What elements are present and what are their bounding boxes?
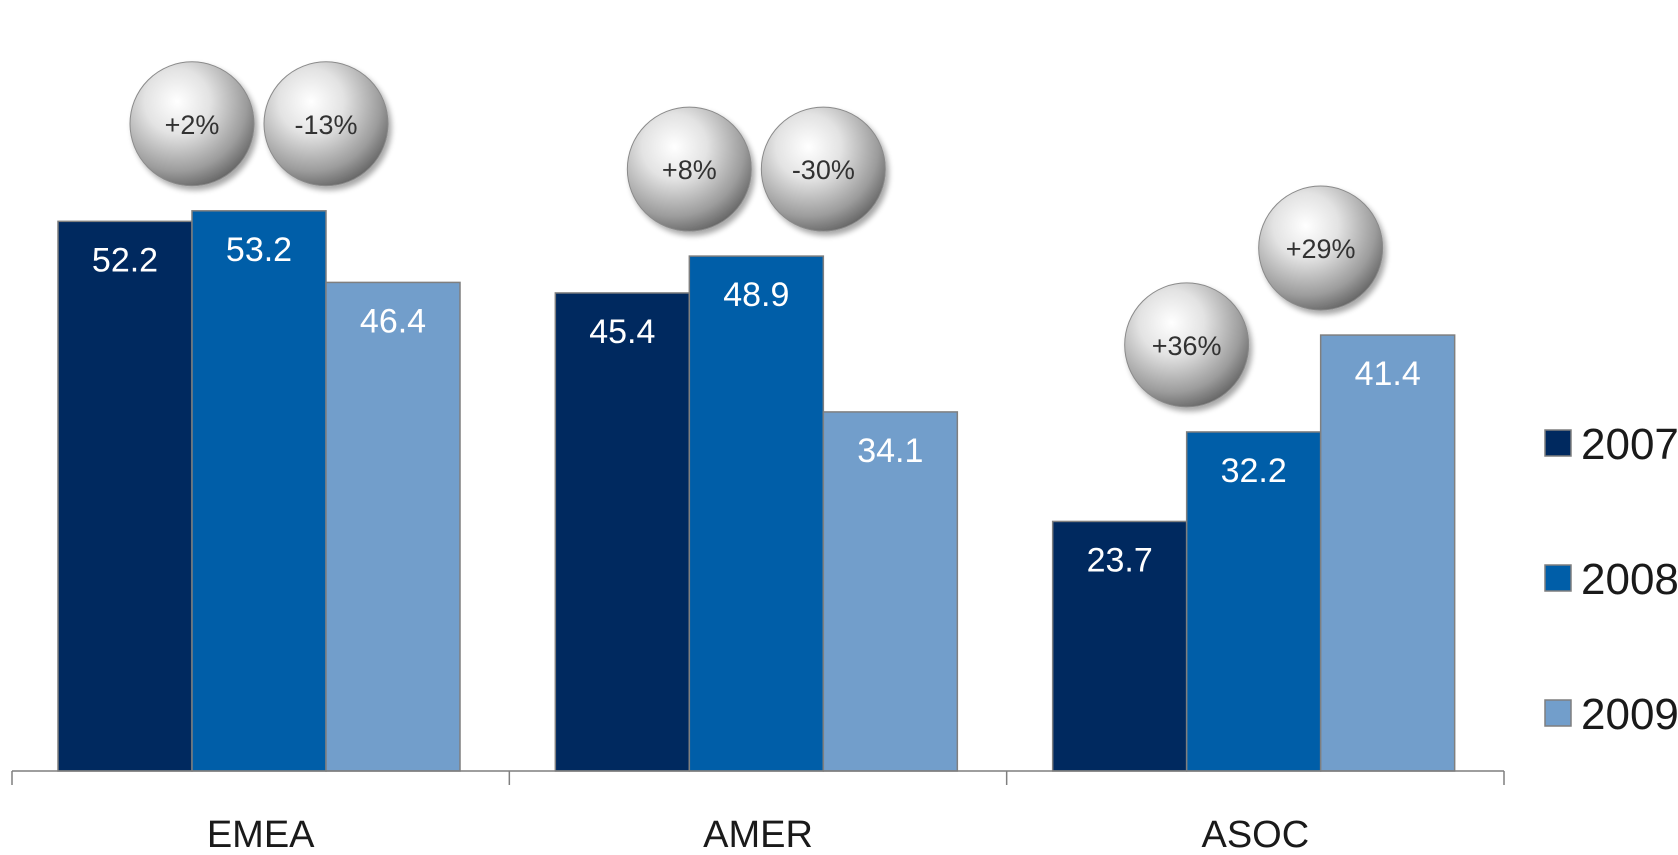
change-bubble-label: -13% [294, 110, 357, 140]
bar-asoc-2008 [1185, 431, 1322, 772]
bar-amer-2007 [554, 292, 691, 772]
change-bubble-circle [1258, 185, 1384, 311]
category-label-emea: EMEA [207, 814, 315, 855]
bar-amer-2009 [822, 411, 959, 772]
category-label-asoc: ASOC [1201, 814, 1309, 855]
legend-swatch-2007 [1544, 429, 1572, 457]
change-bubble-asoc-2007-2008: +36% [1124, 282, 1250, 408]
change-bubble-emea-2007-2008: +2% [129, 61, 255, 187]
change-bubble-circle [626, 106, 752, 232]
change-bubble-label: +2% [165, 110, 220, 140]
legend-swatch-2008 [1544, 564, 1572, 592]
bar-emea-2007 [57, 220, 193, 772]
change-bubble-circle [760, 106, 886, 232]
data-label-emea-2008: 53.2 [226, 231, 292, 269]
data-label-emea-2007: 52.2 [92, 241, 158, 279]
data-label-emea-2009: 46.4 [360, 302, 426, 340]
change-bubble-emea-2008-2009: -13% [263, 61, 389, 187]
legend: 2007 2008 2009 [1544, 420, 1678, 739]
change-bubble-circle [1124, 282, 1250, 408]
x-axis: EMEA AMER ASOC [11, 770, 1505, 855]
change-bubbles-layer: +2% -13% +8% -30% +36% +29% [129, 61, 1384, 408]
data-label-asoc-2009: 41.4 [1355, 355, 1421, 393]
data-label-asoc-2008: 32.2 [1221, 452, 1287, 490]
data-label-amer-2009: 34.1 [857, 432, 923, 470]
legend-label-2009: 2009 [1581, 690, 1678, 739]
change-bubble-circle [263, 61, 389, 187]
legend-label-2008: 2008 [1581, 555, 1678, 604]
data-labels-layer: 52.2 53.2 46.4 45.4 48.9 34.1 23.7 32.2 41.4 [92, 231, 1421, 580]
change-bubble-amer-2008-2009: -30% [760, 106, 886, 232]
data-label-amer-2008: 48.9 [723, 276, 789, 314]
bars-layer [57, 210, 1456, 772]
category-label-amer: AMER [703, 814, 813, 855]
data-label-asoc-2007: 23.7 [1087, 541, 1153, 579]
change-bubble-label: +8% [662, 155, 717, 185]
legend-label-2007: 2007 [1581, 420, 1678, 469]
change-bubble-label: -30% [792, 155, 855, 185]
bar-emea-2009 [325, 281, 461, 772]
change-bubble-amer-2007-2008: +8% [626, 106, 752, 232]
legend-swatch-2009 [1544, 699, 1572, 727]
bar-emea-2008 [191, 210, 327, 772]
change-bubble-label: +36% [1152, 331, 1222, 361]
change-bubble-label: +29% [1286, 234, 1356, 264]
bar-asoc-2009 [1319, 334, 1456, 772]
bar-amer-2008 [688, 255, 825, 772]
data-label-amer-2007: 45.4 [589, 313, 655, 351]
change-bubble-asoc-2008-2009: +29% [1258, 185, 1384, 311]
change-bubble-circle [129, 61, 255, 187]
